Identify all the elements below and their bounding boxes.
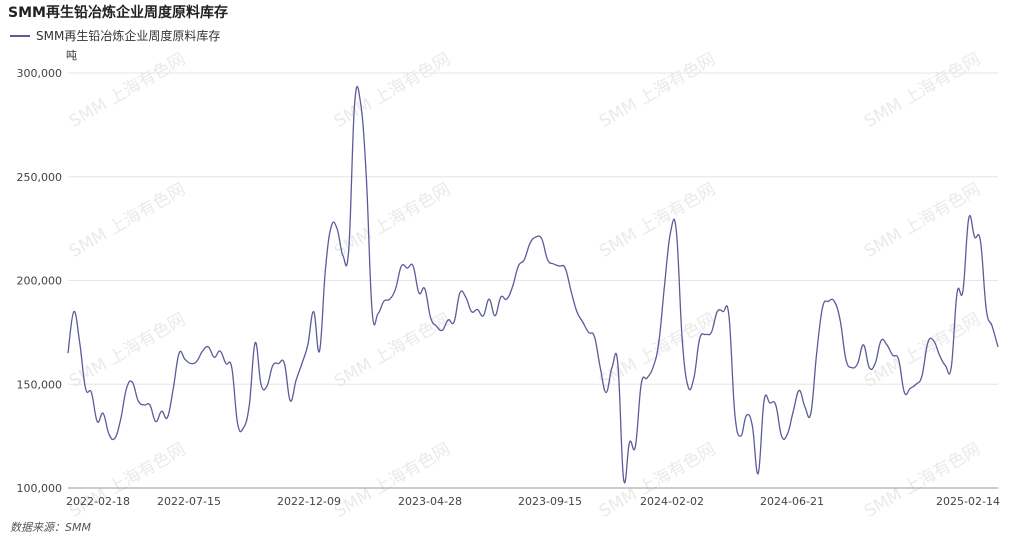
watermark-text: SMM 上海有色网 (331, 309, 454, 392)
watermark-layer: SMM 上海有色网 SMM 上海有色网 SMM 上海有色网 SMM 上海有色网 SMM … (66, 49, 984, 522)
chart-title: SMM再生铅冶炼企业周度原料库存 (8, 5, 228, 21)
y-tick-label: 250,000 (17, 171, 63, 184)
watermark-text: SMM 上海有色网 (66, 179, 189, 262)
y-axis-unit: 吨 (66, 49, 77, 62)
y-tick-label: 150,000 (17, 378, 63, 391)
legend-label: SMM再生铅冶炼企业周度原料库存 (36, 29, 221, 43)
x-axis-ticks: 2022-02-18 2022-07-15 2022-12-09 2023-04-28… (66, 495, 1000, 508)
watermark-text: SMM 上海有色网 (331, 49, 454, 132)
watermark-text: SMM 上海有色网 (861, 439, 984, 522)
y-axis-ticks: 100,000 150,000 200,000 250,000 300,000 (17, 67, 63, 495)
y-tick-label: 100,000 (17, 482, 63, 495)
watermark-text: SMM 上海有色网 (596, 49, 719, 132)
y-tick-label: 300,000 (17, 67, 63, 80)
watermark-text: SMM 上海有色网 (861, 49, 984, 132)
x-tick-label: 2022-07-15 (157, 495, 221, 508)
x-tick-label: 2023-09-15 (518, 495, 582, 508)
y-tick-label: 200,000 (17, 275, 63, 288)
watermark-text: SMM 上海有色网 (66, 439, 189, 522)
x-tick-label: 2022-02-18 (66, 495, 130, 508)
x-tick-label: 2025-02-14 (936, 495, 1000, 508)
source-note: 数据来源：SMM (10, 521, 91, 534)
watermark-text: SMM 上海有色网 (861, 309, 984, 392)
x-tick-label: 2024-02-02 (640, 495, 704, 508)
legend[interactable]: SMM再生铅冶炼企业周度原料库存 (10, 27, 220, 44)
watermark-text: SMM 上海有色网 (596, 179, 719, 262)
grid-lines (68, 72, 998, 489)
legend-line-swatch (10, 34, 30, 37)
x-tick-label: 2022-12-09 (277, 495, 341, 508)
watermark-text: SMM 上海有色网 (331, 439, 454, 522)
x-tick-label: 2023-04-28 (398, 495, 462, 508)
watermark-text: SMM 上海有色网 (66, 49, 189, 132)
series-layer (67, 85, 999, 484)
watermark-text: SMM 上海有色网 (596, 439, 719, 522)
series-line[interactable] (67, 85, 999, 484)
x-tick-label: 2024-06-21 (760, 495, 824, 508)
watermark-text: SMM 上海有色网 (331, 179, 454, 262)
